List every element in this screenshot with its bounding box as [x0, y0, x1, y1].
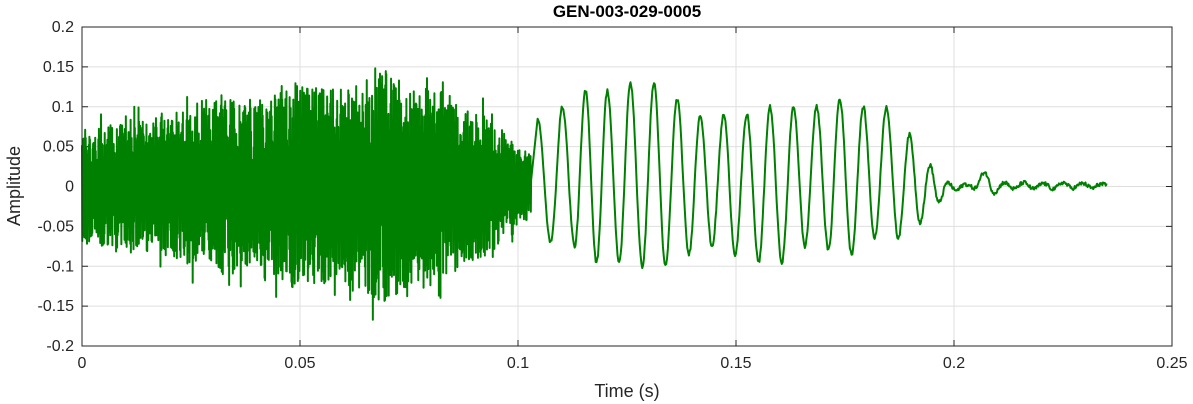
y-tick-label: -0.1 — [46, 258, 74, 275]
y-tick-label: 0.15 — [43, 59, 74, 76]
x-tick-label: 0.25 — [1156, 355, 1187, 372]
waveform-series-line — [81, 67, 1108, 321]
series-layer — [81, 67, 1108, 321]
y-tick-label: 0.2 — [52, 19, 74, 36]
y-tick-label: 0 — [65, 179, 74, 196]
x-axis-label: Time (s) — [594, 381, 659, 401]
x-tick-label: 0.15 — [720, 355, 751, 372]
x-tick-label: 0.05 — [284, 355, 315, 372]
y-tick-label: 0.05 — [43, 139, 74, 156]
x-tick-labels: 0 0.05 0.1 0.15 0.2 0.25 — [78, 355, 1188, 372]
y-tick-label: -0.05 — [38, 218, 75, 235]
y-tick-labels: -0.2 -0.15 -0.1 -0.05 0 0.05 0.1 0.15 0.2 — [38, 19, 75, 355]
y-tick-label: -0.2 — [46, 338, 74, 355]
y-tick-label: 0.1 — [52, 99, 74, 116]
chart-title: GEN-003-029-0005 — [553, 2, 701, 21]
y-tick-label: -0.15 — [38, 298, 75, 315]
y-axis-label: Amplitude — [4, 146, 24, 226]
x-tick-label: 0.1 — [507, 355, 529, 372]
plot-frame — [81, 26, 1173, 347]
x-tick-label: 0 — [78, 355, 87, 372]
x-tick-label: 0.2 — [943, 355, 965, 372]
